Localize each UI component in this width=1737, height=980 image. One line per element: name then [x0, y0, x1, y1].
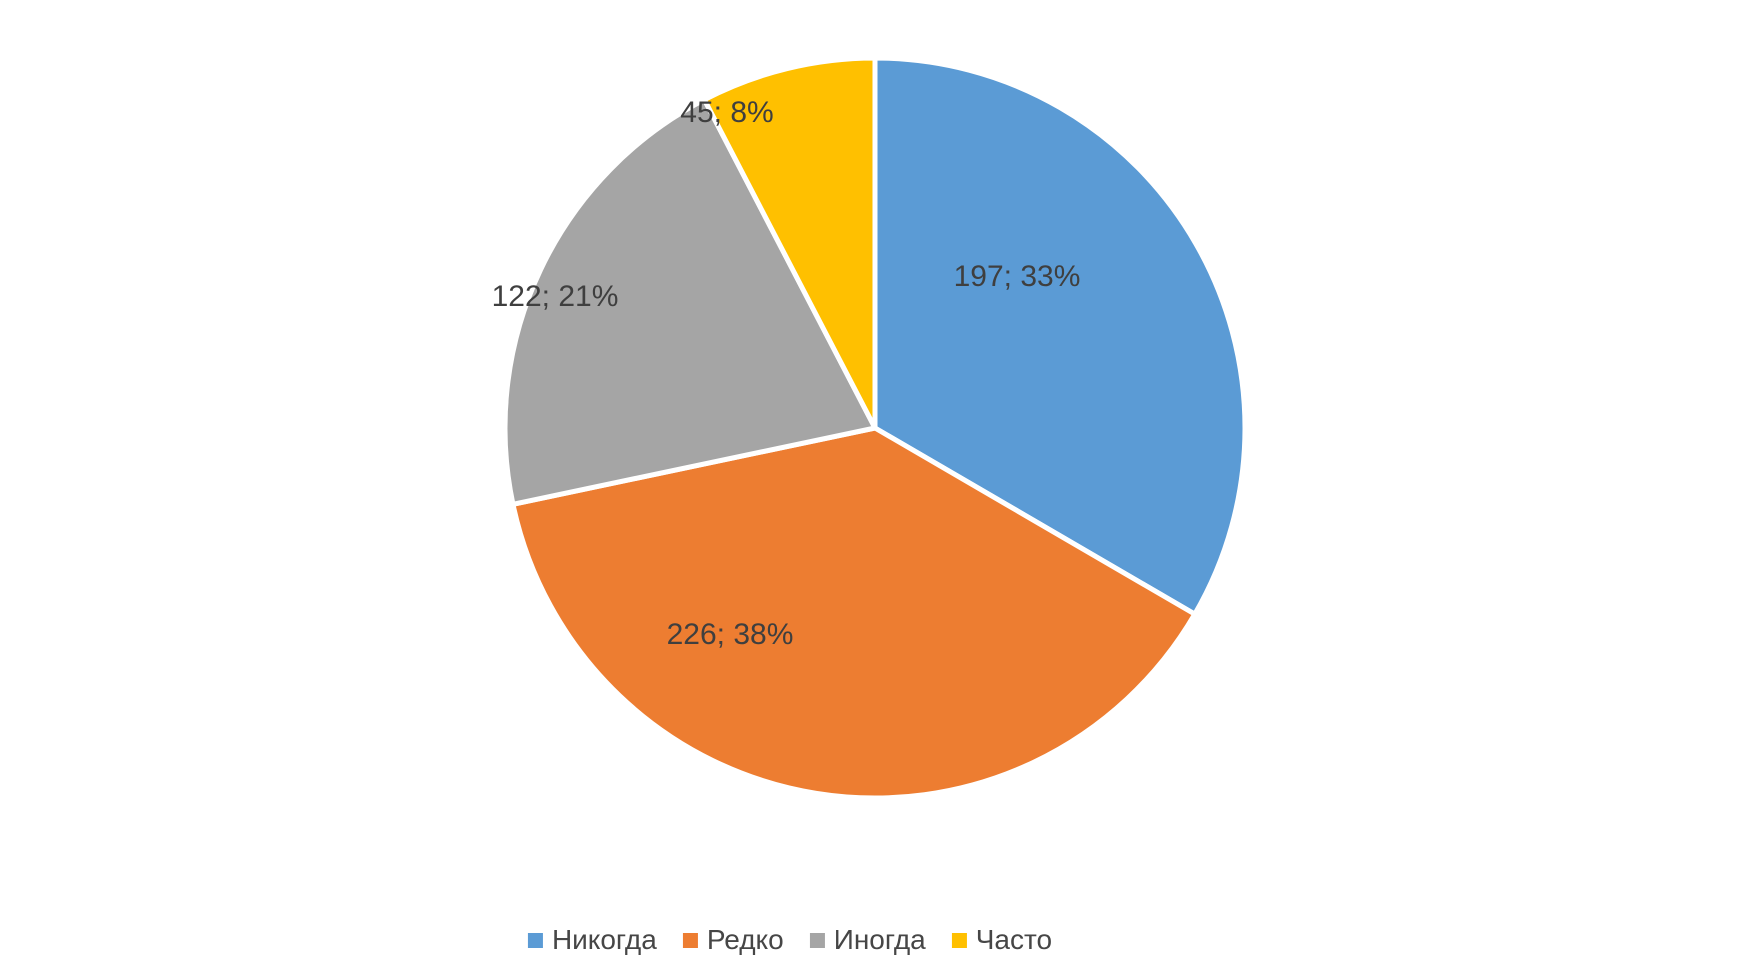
legend-label-redko: Редко — [706, 924, 784, 955]
legend-swatch-gray — [809, 932, 825, 948]
pie-slice-2 — [509, 425, 1199, 801]
slice-label-chasto: 45; 8% — [680, 96, 774, 129]
legend-item-redko: Редко — [682, 924, 784, 956]
legend-item-chasto: Часто — [951, 924, 1053, 956]
legend-label-nikogda: Никогда — [551, 924, 657, 955]
slice-label-nikogda: 197; 33% — [953, 260, 1081, 293]
chart-legend: Никогда Редко Иногда Часто — [527, 924, 1053, 956]
slice-label-inogda: 122; 21% — [491, 280, 619, 313]
pie-slice-4 — [701, 55, 878, 430]
slice-label-redko: 226; 38% — [666, 618, 794, 651]
legend-item-inogda: Иногда — [809, 924, 926, 956]
legend-swatch-yellow — [951, 932, 967, 948]
pie-slice-1 — [872, 55, 1248, 618]
legend-label-chasto: Часто — [975, 924, 1053, 955]
pie-slice-3 — [502, 96, 879, 508]
legend-swatch-blue — [527, 932, 543, 948]
legend-label-inogda: Иногда — [833, 924, 926, 955]
legend-item-nikogda: Никогда — [527, 924, 657, 956]
legend-swatch-orange — [682, 932, 698, 948]
